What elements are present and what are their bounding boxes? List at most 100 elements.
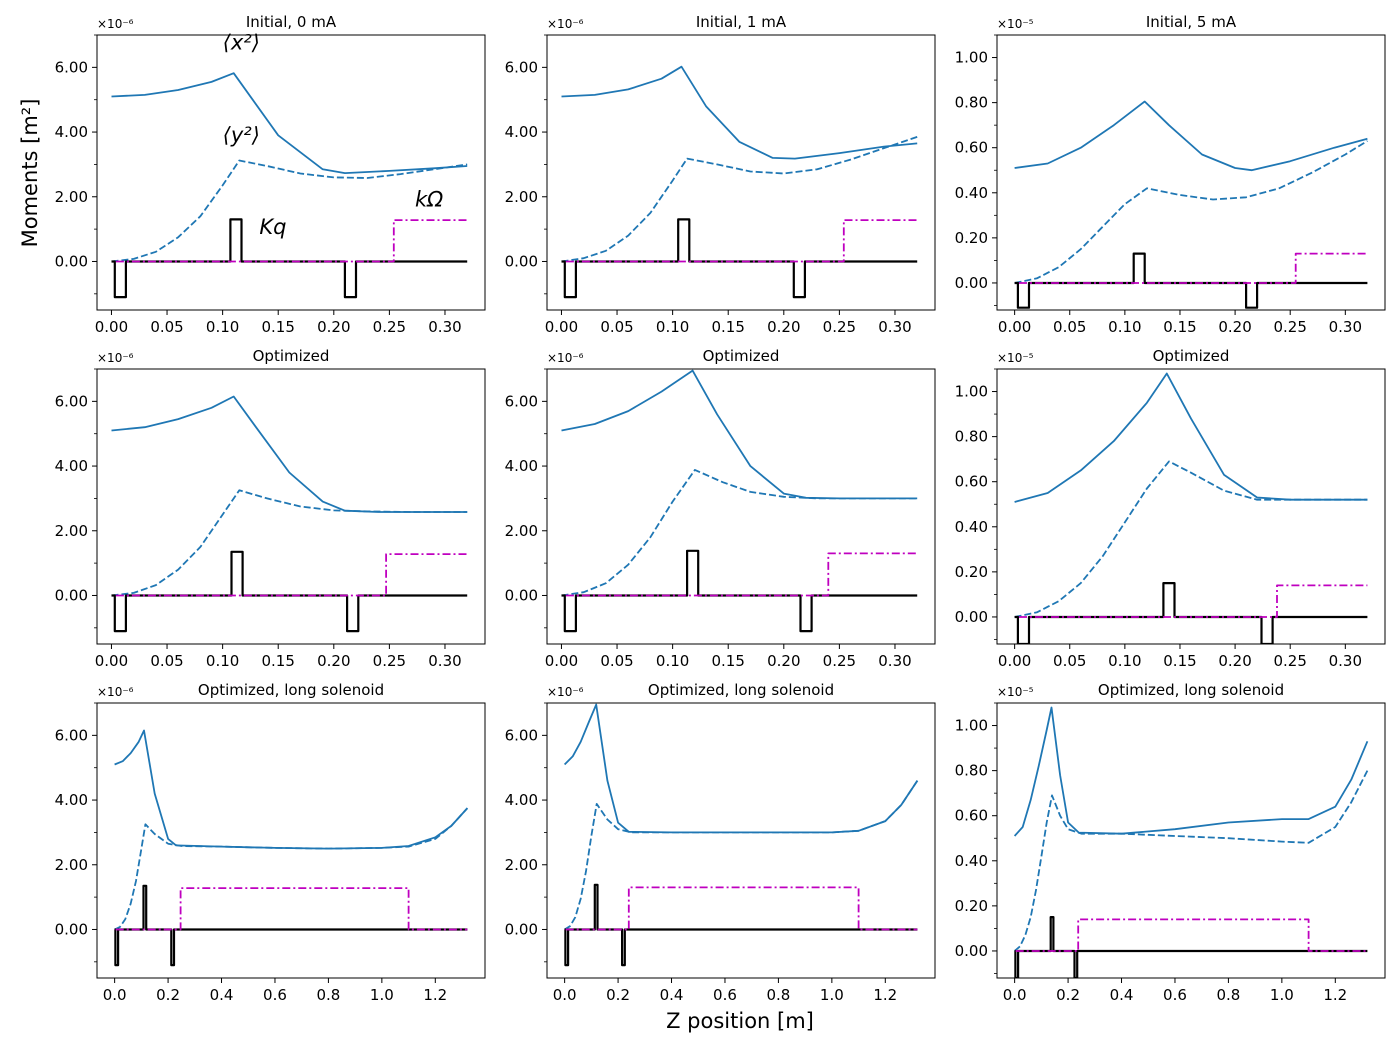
scale-label: ×10⁻⁶ (97, 17, 134, 31)
panel-title: Optimized, long solenoid (198, 681, 384, 699)
series-x2 (563, 703, 919, 834)
y-tick-label: 4.00 (55, 457, 88, 475)
y-tick-label: 2.00 (505, 856, 538, 874)
y-tick-label: 6.00 (505, 392, 538, 410)
y-tick-label: 6.00 (505, 726, 538, 744)
axes-frame (996, 34, 1386, 311)
y-tick-label: 0.00 (955, 942, 988, 960)
y-tick-label: 0.00 (955, 274, 988, 292)
y-tick-label: 0.40 (955, 518, 988, 536)
y-tick-label: 0.40 (955, 184, 988, 202)
panel-title: Initial, 5 mA (1146, 13, 1237, 31)
y-tick-label: 0.20 (955, 229, 988, 247)
annotation-komega: kΩ (415, 187, 443, 211)
y-tick-label: 1.00 (955, 49, 988, 67)
series-komega (565, 219, 918, 263)
panel-p01: 0.00 0.05 0.10 0.15 0.20 0.25 0.30 0.00 2.00 4.00… (505, 13, 936, 336)
x-tick-label: 0.15 (262, 318, 295, 336)
y-tick-label: 0.00 (505, 586, 538, 604)
panel-p00: 0.00 0.05 0.10 0.15 0.20 0.25 0.30 0.00 2.00 4.00… (55, 13, 486, 336)
y-tick-label: 6.00 (55, 726, 88, 744)
x-tick-label: 0.30 (878, 652, 911, 670)
series-komega (565, 552, 918, 597)
x-tick-label: 0.10 (206, 652, 239, 670)
scale-label: ×10⁻⁵ (997, 17, 1034, 31)
x-tick-label: 0.15 (1163, 318, 1196, 336)
x-tick-label: 0.20 (317, 318, 350, 336)
x-tick-label: 0.30 (1329, 318, 1362, 336)
series-y2 (1014, 460, 1368, 618)
y-tick-label: 0.80 (955, 94, 988, 112)
x-tick-label: 0.6 (1163, 986, 1187, 1004)
series-kq (1014, 915, 1368, 978)
annotation-y2: ⟨y²⟩ (223, 123, 260, 147)
series-y2 (1014, 140, 1368, 284)
x-tick-label: 0.00 (95, 652, 128, 670)
x-tick-label: 1.0 (820, 986, 844, 1004)
y-tick-label: 4.00 (55, 123, 88, 141)
axes-frame (546, 368, 936, 645)
series-komega (115, 887, 468, 931)
x-tick-label: 0.0 (103, 986, 127, 1004)
figure-xlabel: Z position [m] (666, 1009, 814, 1033)
x-tick-label: 0.00 (545, 318, 578, 336)
panel-p12: 0.00 0.05 0.10 0.15 0.20 0.25 0.30 0.00 0.20 0.40… (955, 347, 1386, 670)
x-tick-label: 0.4 (1110, 986, 1134, 1004)
y-tick-label: 0.80 (955, 428, 988, 446)
series-komega (1019, 252, 1368, 284)
axes-frame (96, 368, 486, 645)
y-tick-label: 2.00 (505, 522, 538, 540)
y-tick-label: 4.00 (505, 457, 538, 475)
series-x2 (1014, 100, 1368, 172)
x-tick-label: 0.2 (1056, 986, 1080, 1004)
scale-label: ×10⁻⁶ (547, 685, 584, 699)
y-tick-label: 2.00 (505, 188, 538, 206)
x-tick-label: 1.0 (370, 986, 394, 1004)
series-y2 (561, 468, 918, 597)
x-tick-label: 0.15 (1163, 652, 1196, 670)
y-tick-label: 0.00 (505, 920, 538, 938)
panel-title: Initial, 0 mA (246, 13, 337, 31)
series-kq (111, 218, 468, 299)
axes-frame (96, 34, 486, 311)
x-tick-label: 1.2 (423, 986, 447, 1004)
x-tick-label: 0.10 (206, 318, 239, 336)
series-x2 (561, 65, 918, 160)
series-y2 (114, 807, 469, 931)
panel-p10: 0.00 0.05 0.10 0.15 0.20 0.25 0.30 0.00 2.00 4.00… (55, 347, 486, 670)
x-tick-label: 0.2 (156, 986, 180, 1004)
x-tick-label: 0.25 (373, 318, 406, 336)
x-tick-label: 0.10 (656, 652, 689, 670)
x-tick-label: 1.2 (873, 986, 897, 1004)
figure-ylabel: Moments [m²] (18, 99, 42, 248)
y-tick-label: 6.00 (55, 58, 88, 76)
series-y2 (1014, 770, 1369, 952)
y-tick-label: 0.60 (955, 139, 988, 157)
y-tick-label: 0.00 (55, 920, 88, 938)
scale-label: ×10⁻⁶ (97, 351, 134, 365)
series-kq (564, 883, 918, 967)
series-x2 (114, 729, 469, 850)
annotation-kq: Kq (259, 215, 286, 239)
x-tick-label: 0.2 (606, 986, 630, 1004)
plot-area (1014, 100, 1368, 309)
scale-label: ×10⁻⁵ (997, 685, 1034, 699)
series-kq (561, 218, 918, 299)
x-tick-label: 0.0 (1003, 986, 1027, 1004)
series-x2 (1013, 706, 1369, 837)
panel-p21: 0.0 0.2 0.4 0.6 0.8 1.0 1.2 0.00 2.00 4.00 6.00 Opt… (505, 681, 936, 1004)
y-tick-label: 6.00 (505, 58, 538, 76)
x-tick-label: 0.00 (545, 652, 578, 670)
x-tick-label: 0.20 (767, 318, 800, 336)
series-komega (1015, 918, 1368, 952)
series-komega (1019, 584, 1368, 618)
panel-title: Optimized (703, 347, 780, 365)
x-tick-label: 0.15 (712, 318, 745, 336)
y-tick-label: 2.00 (55, 522, 88, 540)
x-tick-label: 0.25 (823, 652, 856, 670)
x-tick-label: 0.30 (1329, 652, 1362, 670)
x-tick-label: 0.25 (373, 652, 406, 670)
x-tick-label: 0.20 (1218, 318, 1251, 336)
x-tick-label: 0.05 (1053, 652, 1086, 670)
